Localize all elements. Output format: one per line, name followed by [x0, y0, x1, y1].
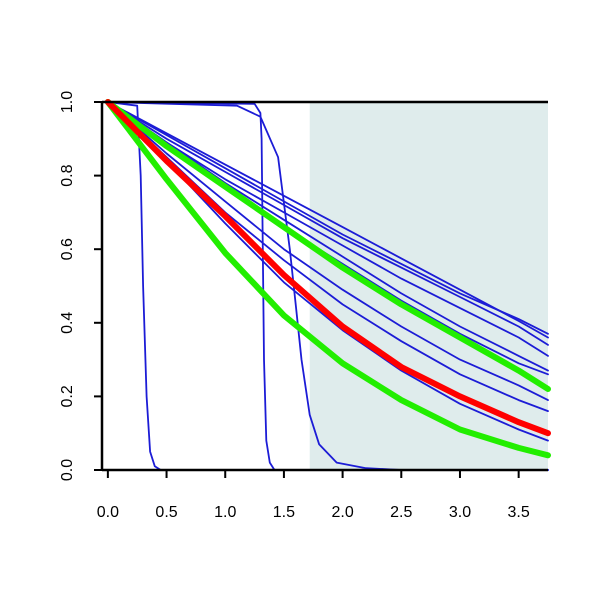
series-layer [104, 99, 551, 471]
blue-series-line-4 [107, 101, 549, 335]
y-tick-label: 0.4 [59, 312, 76, 334]
blue-series-line-2 [107, 101, 549, 471]
y-tick-label: 0.8 [59, 164, 76, 186]
x-tick-label: 0.5 [155, 504, 177, 521]
y-tick-label: 0.0 [59, 459, 76, 481]
x-tick-label: 1.0 [214, 504, 236, 521]
x-tick-label: 3.5 [508, 504, 530, 521]
green-series-line-13 [104, 99, 551, 459]
x-tick-label: 2.5 [390, 504, 412, 521]
red-series-line-14 [104, 99, 551, 437]
blue-series-line-7 [107, 101, 549, 372]
blue-series-line-5 [107, 101, 549, 346]
x-tick-label: 3.0 [449, 504, 471, 521]
blue-series-line-9 [107, 101, 549, 401]
x-tick-label: 0.0 [97, 504, 119, 521]
blue-series-line-6 [107, 101, 549, 357]
blue-series-line-1 [107, 101, 549, 471]
shaded-region-layer [309, 102, 548, 470]
y-tick-label: 1.0 [59, 91, 76, 113]
y-tick-label: 0.2 [59, 385, 76, 407]
shaded-region [309, 102, 548, 470]
green-series-line-12 [104, 99, 551, 392]
axis-layer: 0.0 0.5 1.0 1.5 2.0 2.5 3.0 3.5 0.0 0.2 0.4 0.6 0.8 1… [59, 91, 548, 521]
x-tick-label: 1.5 [273, 504, 295, 521]
x-tick-label: 2.0 [331, 504, 353, 521]
y-tick-label: 0.6 [59, 238, 76, 260]
